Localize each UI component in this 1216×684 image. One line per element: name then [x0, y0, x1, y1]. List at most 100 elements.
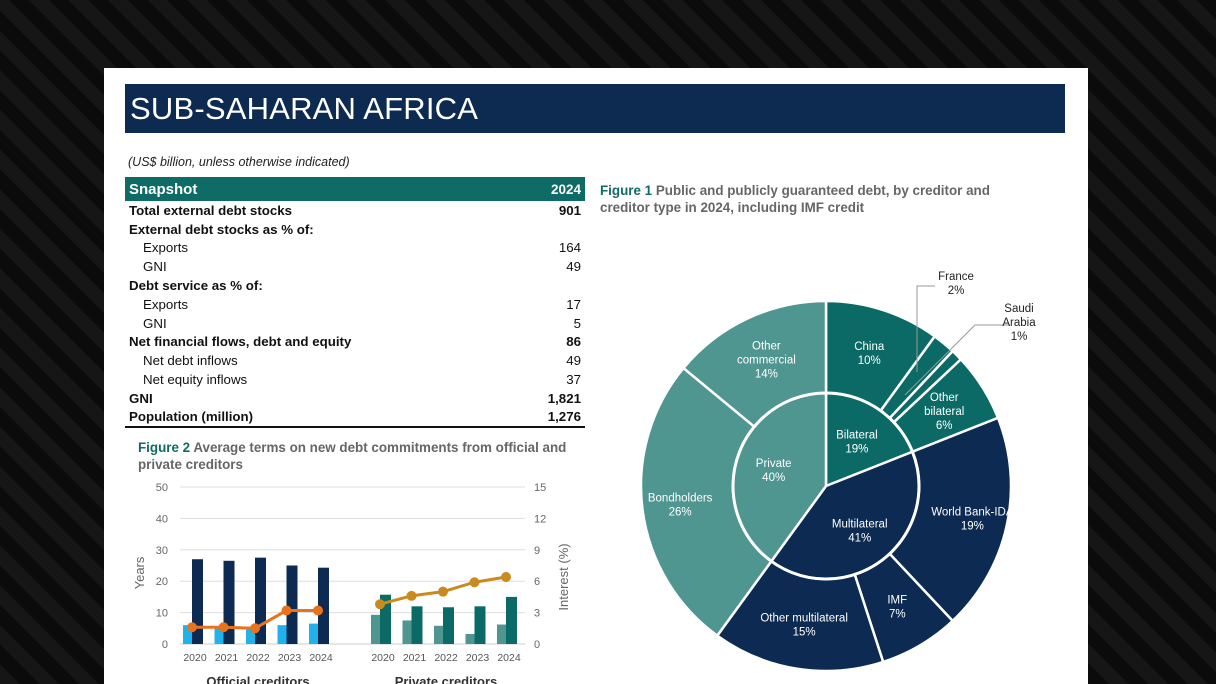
y-tick-label: 30 — [156, 545, 168, 557]
slice-label: Other — [752, 340, 781, 352]
x-tick-label: 2024 — [497, 652, 521, 664]
row-label: GNI — [143, 315, 167, 331]
x-tick-label: 2020 — [183, 652, 207, 664]
bar-dark — [192, 559, 203, 644]
slice-label: 15% — [793, 626, 816, 638]
table-row: Net financial flows, debt and equity 86 — [125, 333, 585, 352]
y2-axis-label: Interest (%) — [556, 543, 571, 610]
table-row: Population (million) 1,276 — [125, 407, 585, 428]
interest-point — [406, 590, 417, 601]
slice-label: 7% — [889, 609, 906, 621]
y-tick-label: 40 — [156, 513, 168, 525]
row-value: 86 — [566, 334, 581, 350]
y2-tick-label: 3 — [534, 608, 540, 620]
snapshot-year: 2024 — [515, 177, 585, 201]
bar-light — [402, 620, 414, 644]
table-row: Exports 164 — [125, 239, 585, 258]
slice-label: Other multilateral — [760, 612, 848, 624]
interest-point — [438, 586, 448, 597]
y-tick-label: 0 — [162, 639, 168, 651]
figure1-title-text: Public and publicly guaranteed debt, by … — [600, 183, 990, 215]
bar-dark — [286, 565, 298, 644]
bar-dark — [318, 567, 329, 644]
bar-dark — [506, 596, 517, 644]
bar-light — [246, 628, 257, 644]
x-tick-label: 2023 — [466, 652, 490, 664]
interest-point — [469, 577, 480, 588]
slice-label: World Bank-IDA — [931, 507, 1014, 519]
x-tick-label: 2020 — [371, 652, 395, 664]
table-row: Exports 17 — [125, 295, 585, 314]
slice-label: Bondholders — [648, 492, 713, 504]
slice-label: 19% — [961, 521, 984, 533]
figure1-title: Figure 1 Public and publicly guaranteed … — [600, 182, 1020, 216]
row-value: 1,821 — [547, 390, 581, 406]
interest-point — [281, 605, 292, 616]
table-row: GNI 5 — [125, 314, 585, 333]
figure1-number: Figure 1 — [600, 183, 653, 198]
figure2-title: Figure 2 Average terms on new debt commi… — [138, 439, 578, 473]
slice-label: 14% — [755, 368, 778, 380]
table-row: Total external debt stocks 901 — [125, 201, 585, 220]
table-row: Debt service as % of: — [125, 276, 585, 295]
slice-label: Multilateral — [832, 518, 888, 530]
interest-point — [501, 572, 511, 583]
y2-tick-label: 0 — [534, 639, 540, 651]
table-row: External debt stocks as % of: — [125, 220, 585, 239]
x-tick-label: 2021 — [215, 652, 239, 664]
bar-dark — [380, 594, 391, 644]
group-label: Official creditors — [206, 674, 309, 684]
table-row: GNI 1,821 — [125, 389, 585, 408]
x-tick-label: 2021 — [403, 652, 427, 664]
x-tick-label: 2023 — [278, 652, 302, 664]
bar-light — [183, 625, 194, 644]
slice-label: 6% — [936, 420, 953, 432]
row-label: GNI — [129, 390, 153, 406]
row-label: GNI — [143, 259, 167, 275]
table-row: Net equity inflows 37 — [125, 370, 585, 389]
bar-dark — [411, 606, 423, 644]
slice-label: Other — [930, 392, 959, 404]
row-label: External debt stocks as % of: — [129, 221, 314, 237]
slice-label: 10% — [858, 355, 881, 367]
bar-dark — [443, 607, 454, 644]
slice-label: 19% — [845, 444, 868, 456]
row-value: 164 — [558, 240, 581, 256]
slice-label: commercial — [737, 354, 796, 366]
bar-light — [277, 625, 289, 644]
interest-point — [250, 623, 260, 634]
row-label: Exports — [143, 240, 189, 256]
slice-label: 40% — [762, 472, 785, 484]
row-label: Net financial flows, debt and equity — [129, 334, 352, 350]
slice-label: 26% — [669, 506, 692, 518]
bar-light — [214, 628, 226, 644]
bar-light — [309, 623, 320, 644]
slice-label: Private — [756, 458, 792, 470]
slice-label: 2% — [948, 285, 965, 297]
bar-dark — [474, 606, 486, 644]
row-value: 49 — [566, 259, 581, 275]
y-axis-label: Years — [132, 556, 147, 589]
interest-point — [187, 622, 197, 633]
units-note: (US$ billion, unless otherwise indicated… — [128, 155, 350, 169]
y-tick-label: 50 — [156, 482, 168, 494]
row-label: Population (million) — [125, 407, 516, 428]
table-row: Net debt inflows 49 — [125, 351, 585, 370]
interest-point — [375, 599, 385, 610]
row-value: 37 — [566, 372, 581, 388]
row-value: 17 — [566, 296, 581, 312]
row-value: 5 — [573, 315, 581, 331]
slice-label: France — [938, 271, 974, 283]
table-row: GNI 49 — [125, 257, 585, 276]
row-label: Exports — [143, 296, 189, 312]
row-value: 1,276 — [515, 407, 585, 428]
slice-label: 41% — [848, 532, 871, 544]
slice-label: Saudi — [1004, 303, 1033, 315]
interest-point — [313, 605, 323, 616]
slice-label: bilateral — [924, 406, 964, 418]
interest-point — [218, 622, 229, 633]
page-title: SUB-SAHARAN AFRICA — [125, 84, 1065, 133]
x-tick-label: 2022 — [246, 652, 270, 664]
donut-inner-ring — [731, 391, 921, 581]
leader-line — [904, 324, 1010, 396]
